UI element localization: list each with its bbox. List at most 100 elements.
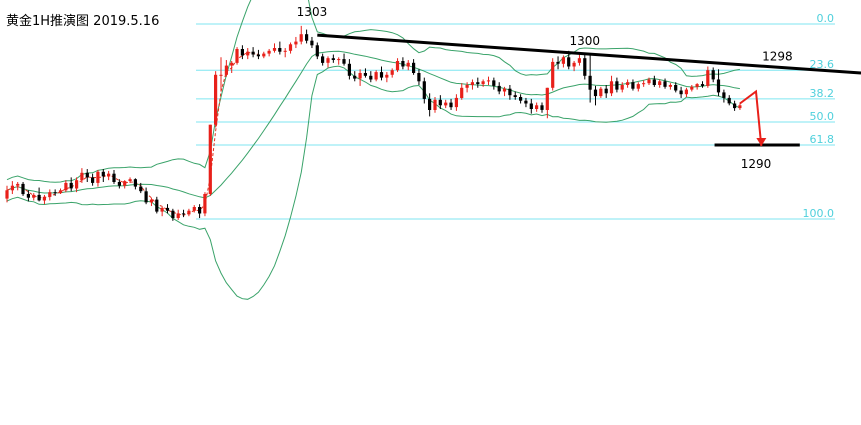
- bollinger-lower-line: [6, 65, 741, 300]
- candle: [540, 102, 544, 113]
- candle: [262, 51, 266, 59]
- candle: [37, 187, 41, 202]
- candle: [502, 86, 507, 97]
- candle: [706, 66, 710, 88]
- candle: [417, 69, 421, 85]
- candle: [588, 55, 592, 103]
- candle: [738, 103, 742, 110]
- candle: [176, 209, 180, 220]
- candle: [85, 169, 89, 183]
- candle: [363, 68, 367, 78]
- candle: [449, 98, 453, 110]
- candle: [310, 36, 314, 49]
- candle: [556, 56, 560, 70]
- candle: [545, 87, 549, 119]
- candle: [593, 85, 598, 106]
- candle: [406, 60, 410, 71]
- candle: [246, 48, 250, 60]
- candle: [171, 208, 175, 221]
- candle: [326, 56, 330, 68]
- candle: [465, 82, 469, 93]
- candle: [529, 98, 533, 114]
- candle: [187, 208, 191, 217]
- candle: [347, 59, 351, 80]
- candle: [155, 196, 159, 214]
- candle: [42, 194, 46, 205]
- candle: [636, 82, 640, 92]
- candle: [690, 85, 694, 92]
- candle: [48, 189, 52, 201]
- candle: [128, 177, 132, 183]
- candle: [577, 53, 581, 66]
- candle: [139, 182, 143, 194]
- candle: [438, 95, 442, 110]
- candle: [283, 48, 287, 58]
- candle: [16, 182, 20, 191]
- candle: [96, 170, 100, 187]
- annotations: 1303 1300 1298 1290: [297, 5, 861, 171]
- candle: [198, 204, 202, 219]
- candle: [524, 97, 528, 108]
- candle: [165, 204, 170, 214]
- candle: [492, 77, 496, 90]
- candle: [294, 36, 298, 49]
- candle: [401, 57, 405, 70]
- candle: [149, 197, 153, 207]
- candle: [663, 78, 667, 89]
- candle: [235, 47, 239, 65]
- candle: [21, 182, 25, 196]
- candle: [321, 53, 325, 66]
- candle: [80, 168, 84, 183]
- candle: [722, 89, 726, 103]
- candle: [101, 169, 105, 183]
- candle: [674, 82, 678, 93]
- candle: [203, 192, 207, 217]
- candle: [733, 100, 737, 111]
- candle: [144, 187, 148, 205]
- candle: [572, 60, 576, 72]
- candle: [315, 42, 319, 60]
- candle: [337, 57, 341, 65]
- candle: [486, 76, 491, 85]
- candle: [513, 91, 517, 100]
- candle: [716, 69, 721, 97]
- price-annotation-2: 1298: [762, 50, 793, 64]
- candle: [123, 180, 127, 189]
- candle: [58, 188, 63, 195]
- bollinger-bands: [6, 0, 741, 300]
- price-annotation-0: 1303: [297, 5, 328, 19]
- candle: [460, 83, 464, 100]
- candle: [647, 77, 651, 85]
- candle: [374, 70, 378, 82]
- candle: [422, 77, 426, 104]
- projection-arrowhead: [756, 137, 767, 146]
- candle: [305, 29, 309, 44]
- candle: [583, 52, 587, 80]
- candle: [631, 79, 635, 91]
- candle: [219, 57, 223, 92]
- candle: [26, 190, 30, 202]
- bollinger-middle-line: [6, 50, 740, 199]
- candle: [444, 99, 448, 109]
- candle: [395, 58, 400, 73]
- candle: [727, 95, 731, 106]
- candle: [358, 69, 362, 86]
- fib-label-1: 23.6: [810, 58, 835, 71]
- candles: [5, 25, 742, 221]
- candle: [684, 87, 688, 98]
- candle: [508, 85, 512, 100]
- candle: [620, 82, 624, 93]
- candle: [64, 180, 68, 193]
- candle: [385, 72, 389, 83]
- candle: [642, 80, 646, 87]
- candle: [32, 193, 36, 201]
- candle: [230, 60, 234, 73]
- bollinger-upper-line: [6, 0, 740, 183]
- candle: [272, 43, 277, 53]
- candle: [278, 41, 282, 55]
- candle: [599, 86, 603, 98]
- candle: [331, 54, 335, 63]
- fib-label-4: 61.8: [810, 133, 835, 146]
- candle: [251, 47, 255, 58]
- candle: [668, 83, 672, 90]
